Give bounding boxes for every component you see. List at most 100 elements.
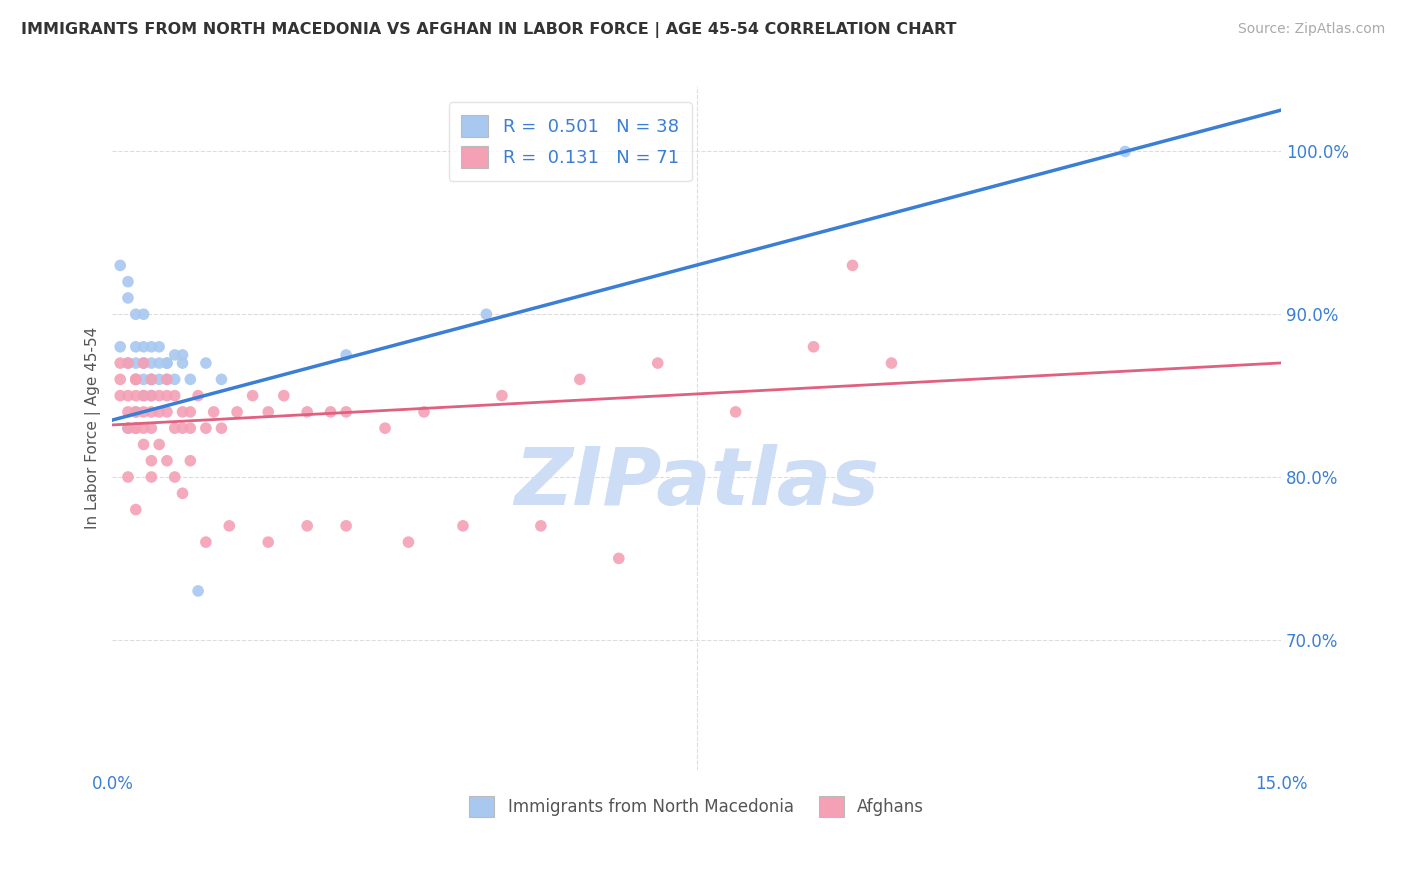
Point (172, 421, 194, 435)
Point (141, 340, 163, 354)
Point (156, 372, 179, 386)
Point (125, 372, 148, 386)
Point (141, 372, 163, 386)
Point (125, 405, 148, 419)
Point (141, 470, 163, 484)
Point (163, 348, 186, 362)
Point (141, 389, 163, 403)
Point (163, 389, 186, 403)
Point (647, 356, 669, 370)
Point (117, 356, 139, 370)
Point (141, 372, 163, 386)
Point (132, 389, 155, 403)
Point (211, 421, 233, 435)
Point (475, 307, 498, 321)
Point (163, 372, 186, 386)
Point (148, 372, 170, 386)
Point (218, 519, 240, 533)
Point (132, 372, 155, 386)
Point (1114, 145, 1136, 159)
Point (295, 405, 318, 419)
Point (257, 535, 280, 549)
Point (117, 356, 139, 370)
Point (108, 259, 131, 273)
Point (117, 421, 139, 435)
Point (141, 454, 163, 468)
Point (117, 291, 139, 305)
Point (295, 519, 318, 533)
Point (141, 372, 163, 386)
Point (141, 405, 163, 419)
Point (211, 372, 233, 386)
Text: Source: ZipAtlas.com: Source: ZipAtlas.com (1237, 22, 1385, 37)
Point (108, 389, 131, 403)
Point (172, 356, 194, 370)
Point (257, 405, 280, 419)
Point (108, 372, 131, 386)
Point (125, 421, 148, 435)
Point (242, 389, 264, 403)
Legend: Immigrants from North Macedonia, Afghans: Immigrants from North Macedonia, Afghans (463, 789, 931, 823)
Point (226, 405, 249, 419)
Point (374, 421, 396, 435)
Point (179, 454, 201, 468)
Point (803, 340, 825, 354)
Point (132, 405, 155, 419)
Point (179, 405, 201, 419)
Point (125, 372, 148, 386)
Point (163, 470, 186, 484)
Point (141, 356, 163, 370)
Point (132, 340, 155, 354)
Point (607, 551, 630, 566)
Point (194, 356, 217, 370)
Point (132, 389, 155, 403)
Point (148, 437, 170, 451)
Point (398, 535, 420, 549)
Point (117, 421, 139, 435)
Point (132, 356, 155, 370)
Point (148, 405, 170, 419)
Point (202, 405, 225, 419)
Point (132, 437, 155, 451)
Point (530, 519, 553, 533)
Point (117, 470, 139, 484)
Point (451, 519, 474, 533)
Point (148, 356, 170, 370)
Point (491, 389, 513, 403)
Point (132, 307, 155, 321)
Point (568, 372, 591, 386)
Point (172, 405, 194, 419)
Point (148, 340, 170, 354)
Point (125, 340, 148, 354)
Point (319, 405, 342, 419)
Point (880, 356, 903, 370)
Point (335, 519, 357, 533)
Point (117, 405, 139, 419)
Point (125, 421, 148, 435)
Point (156, 372, 179, 386)
Point (156, 454, 179, 468)
Point (156, 405, 179, 419)
Point (172, 486, 194, 500)
Point (156, 356, 179, 370)
Point (141, 389, 163, 403)
Point (156, 356, 179, 370)
Point (163, 421, 186, 435)
Point (108, 340, 131, 354)
Point (187, 389, 209, 403)
Point (125, 502, 148, 516)
Point (335, 405, 357, 419)
Point (132, 421, 155, 435)
Point (148, 389, 170, 403)
Point (724, 405, 747, 419)
Point (125, 372, 148, 386)
Point (187, 583, 209, 598)
Point (125, 389, 148, 403)
Point (841, 259, 863, 273)
Point (125, 356, 148, 370)
Point (132, 356, 155, 370)
Point (156, 389, 179, 403)
Point (117, 275, 139, 289)
Point (194, 535, 217, 549)
Y-axis label: In Labor Force | Age 45-54: In Labor Force | Age 45-54 (86, 327, 101, 529)
